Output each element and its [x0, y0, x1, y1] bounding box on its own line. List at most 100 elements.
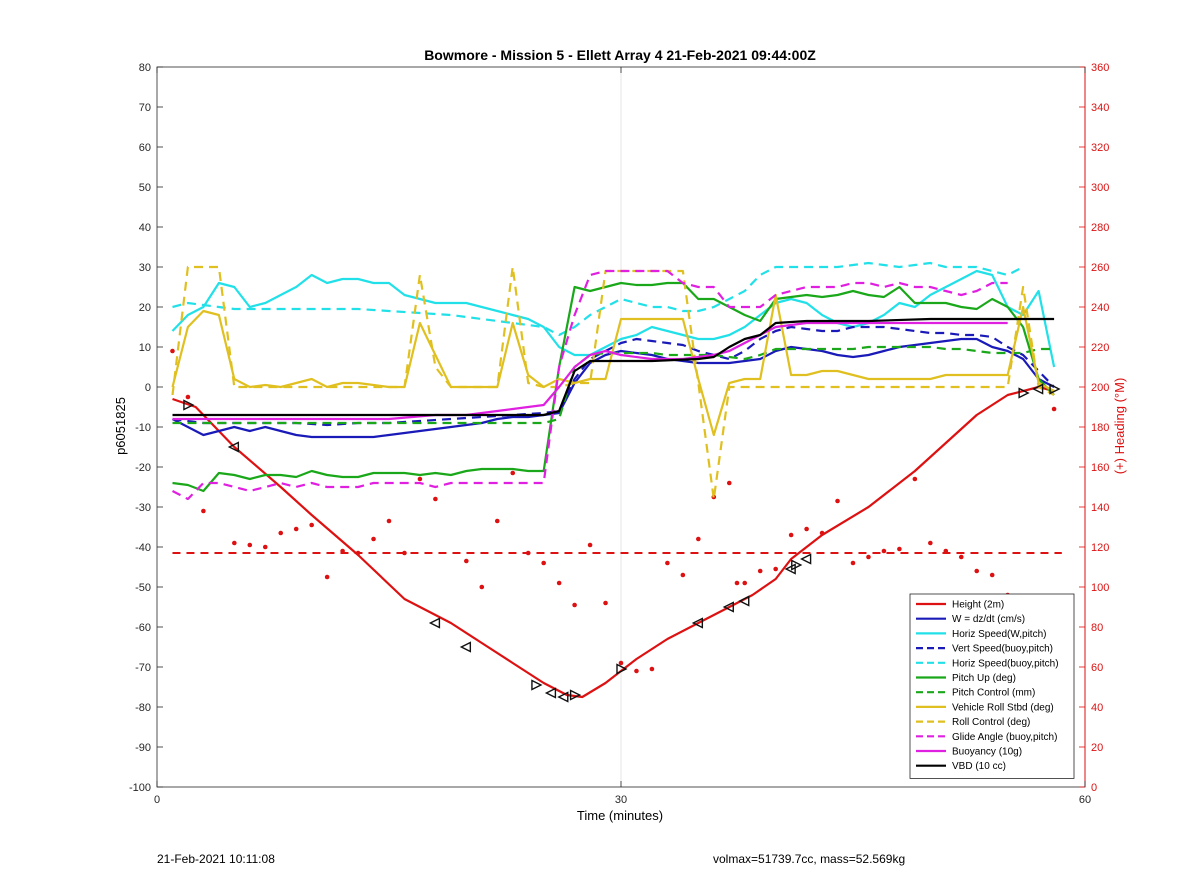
- heading-point: [897, 546, 902, 552]
- y2-tick-label: 60: [1091, 662, 1103, 674]
- triangle-marker: [738, 595, 750, 607]
- heading-point: [603, 600, 608, 606]
- heading-point: [324, 574, 330, 580]
- legend-label-pitch-control-mm: Pitch Control (mm): [952, 688, 1035, 699]
- y2-tick-label: 200: [1091, 382, 1109, 394]
- footer-volmax-mass: volmax=51739.7cc, mass=52.569kg: [713, 852, 906, 866]
- y-tick-label: -90: [135, 742, 151, 754]
- triangle-marker: [557, 691, 569, 703]
- heading-point: [634, 668, 639, 674]
- legend-label-vehicle-roll-stbd-deg: Vehicle Roll Stbd (deg): [952, 702, 1054, 713]
- heading-point: [680, 572, 686, 578]
- triangle-marker: [1018, 387, 1030, 399]
- heading-point: [494, 518, 500, 524]
- heading-point: [788, 532, 794, 538]
- heading-point: [587, 542, 593, 548]
- heading-point: [649, 666, 655, 672]
- heading-point: [232, 540, 237, 546]
- heading-point: [773, 566, 778, 572]
- legend-label-vert-speed-buoy-pitch: Vert Speed(buoy,pitch): [952, 644, 1053, 655]
- legend-label-horiz-speed-w-pitch: Horiz Speed(W,pitch): [952, 629, 1046, 640]
- heading-point: [525, 550, 531, 556]
- heading-point: [247, 542, 253, 548]
- y-tick-label: 80: [139, 62, 151, 74]
- series-line-glide-angle-buoy-pitch: [171, 269, 1008, 501]
- y-tick-label: 60: [139, 142, 151, 154]
- y2-tick-label: 20: [1091, 742, 1103, 754]
- heading-point: [293, 526, 299, 532]
- heading-point: [402, 550, 407, 556]
- heading-point: [757, 568, 763, 574]
- x-tick-label: 0: [154, 794, 160, 806]
- series-line-pitch-control-mm: [172, 345, 1055, 425]
- heading-point: [850, 560, 856, 566]
- heading-point: [479, 584, 485, 590]
- heading-point: [989, 572, 995, 578]
- y2-tick-label: 160: [1091, 462, 1109, 474]
- series-line-height-2m: [172, 385, 1055, 699]
- x-axis-label: Time (minutes): [577, 808, 663, 823]
- y-tick-label: -50: [135, 582, 151, 594]
- y-tick-label: 50: [139, 182, 151, 194]
- heading-point: [541, 560, 546, 566]
- series-line-pitch-up-deg: [172, 281, 1055, 493]
- y2-tick-label: 40: [1091, 702, 1103, 714]
- triangle-marker: [1049, 383, 1061, 395]
- heading-point: [866, 554, 871, 560]
- heading-point: [278, 530, 284, 536]
- y-axis-label: p6051825: [113, 397, 128, 455]
- heading-point: [510, 470, 516, 476]
- legend-label-roll-control-deg: Roll Control (deg): [952, 717, 1030, 728]
- heading-point: [881, 548, 887, 554]
- heading-point: [742, 580, 748, 586]
- heading-point: [696, 536, 701, 542]
- heading-point: [262, 544, 268, 550]
- triangle-marker: [1032, 383, 1044, 395]
- legend-label-buoyancy-10g: Buoyancy (10g): [952, 747, 1022, 758]
- legend: Height (2m) W = dz/dt (cm/s) Horiz Speed(W…: [909, 593, 1075, 779]
- triangle-marker: [569, 689, 582, 701]
- y-tick-label: -60: [135, 622, 151, 634]
- y2-tick-label: 80: [1091, 622, 1103, 634]
- y2-tick-label: 220: [1091, 342, 1109, 354]
- heading-point: [835, 498, 840, 504]
- y-tick-label: -10: [135, 422, 151, 434]
- y2-tick-label: 320: [1091, 142, 1109, 154]
- y2-tick-label: 100: [1091, 582, 1109, 594]
- heading-point: [386, 518, 392, 524]
- y2-tick-label: 140: [1091, 502, 1109, 514]
- heading-point: [170, 348, 175, 354]
- y2-tick-label: 280: [1091, 222, 1109, 234]
- heading-point: [726, 480, 732, 486]
- triangle-marker: [616, 663, 628, 675]
- triangle-marker: [791, 559, 803, 571]
- y-tick-label: -20: [135, 462, 151, 474]
- y-tick-label: -30: [135, 502, 151, 514]
- heading-point: [201, 508, 206, 514]
- y-tick-label: -70: [135, 662, 151, 674]
- legend-label-vbd-10-cc: VBD (10 cc): [952, 761, 1006, 772]
- y2-tick-label: 300: [1091, 182, 1109, 194]
- y-tick-label: -80: [135, 702, 151, 714]
- heading-point: [804, 526, 809, 532]
- footer-timestamp: 21-Feb-2021 10:11:08: [157, 852, 275, 866]
- series-line-vehicle-roll-stbd-deg: [171, 293, 1055, 437]
- heading-point: [572, 602, 577, 608]
- heading-point: [665, 560, 670, 566]
- series-line-roll-control-deg: [171, 265, 1055, 501]
- legend-label-w-dz-dt-cm-s: W = dz/dt (cm/s): [952, 614, 1025, 625]
- triangle-marker: [428, 617, 441, 629]
- heading-point: [340, 548, 345, 554]
- triangle-marker: [227, 441, 240, 453]
- heading-point: [618, 660, 624, 666]
- series-line-vbd-10-cc: [172, 317, 1055, 417]
- y2-tick-label: 180: [1091, 422, 1109, 434]
- axes: -100-90-80-70-60-50-40-30-20-10010203040…: [129, 62, 1109, 806]
- heading-point: [417, 476, 423, 482]
- triangle-marker: [459, 641, 472, 653]
- triangle-marker: [784, 563, 796, 575]
- heading-point: [734, 580, 740, 586]
- x-tick-label: 60: [1079, 794, 1091, 806]
- triangle-marker: [722, 601, 734, 613]
